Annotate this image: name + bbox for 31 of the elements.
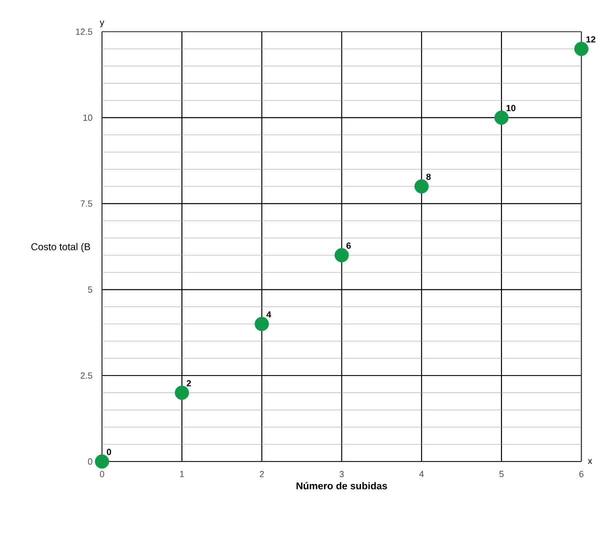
point xyxy=(94,454,110,469)
x-tick-label: 2 xyxy=(260,471,264,478)
x-tick-label: 1 xyxy=(180,471,184,478)
text: x xyxy=(588,459,592,464)
y-tick-label: 7.5 xyxy=(80,200,92,207)
data-label: 2 xyxy=(186,380,191,386)
point xyxy=(334,248,349,262)
point xyxy=(494,110,509,125)
y-tick-label: 0 xyxy=(88,458,92,465)
x-axis-title: Número de subidas xyxy=(296,482,388,490)
y-tick-label: 5 xyxy=(88,286,92,293)
point xyxy=(174,386,190,400)
data-label: 8 xyxy=(426,174,431,180)
x-tick-label: 0 xyxy=(100,471,104,478)
data-label: 4 xyxy=(266,312,272,318)
y-tick-label: 10 xyxy=(83,114,92,121)
x-tick-label: 6 xyxy=(579,471,584,478)
point xyxy=(574,42,588,56)
text: y xyxy=(100,20,104,28)
y-tick-label: 12.5 xyxy=(76,28,92,35)
y-axis-title: Costo total (B xyxy=(31,243,90,252)
data-label: 0 xyxy=(106,448,112,456)
point xyxy=(254,316,269,332)
data-label: 12 xyxy=(586,36,596,43)
x-tick-label: 5 xyxy=(499,471,504,478)
y-tick-label: 2.5 xyxy=(80,372,92,379)
x-tick-label: 4 xyxy=(419,471,424,478)
x-tick-label: 3 xyxy=(340,471,344,478)
data-label: 6 xyxy=(346,242,351,249)
data-label: 10 xyxy=(506,105,516,112)
point xyxy=(414,179,429,194)
